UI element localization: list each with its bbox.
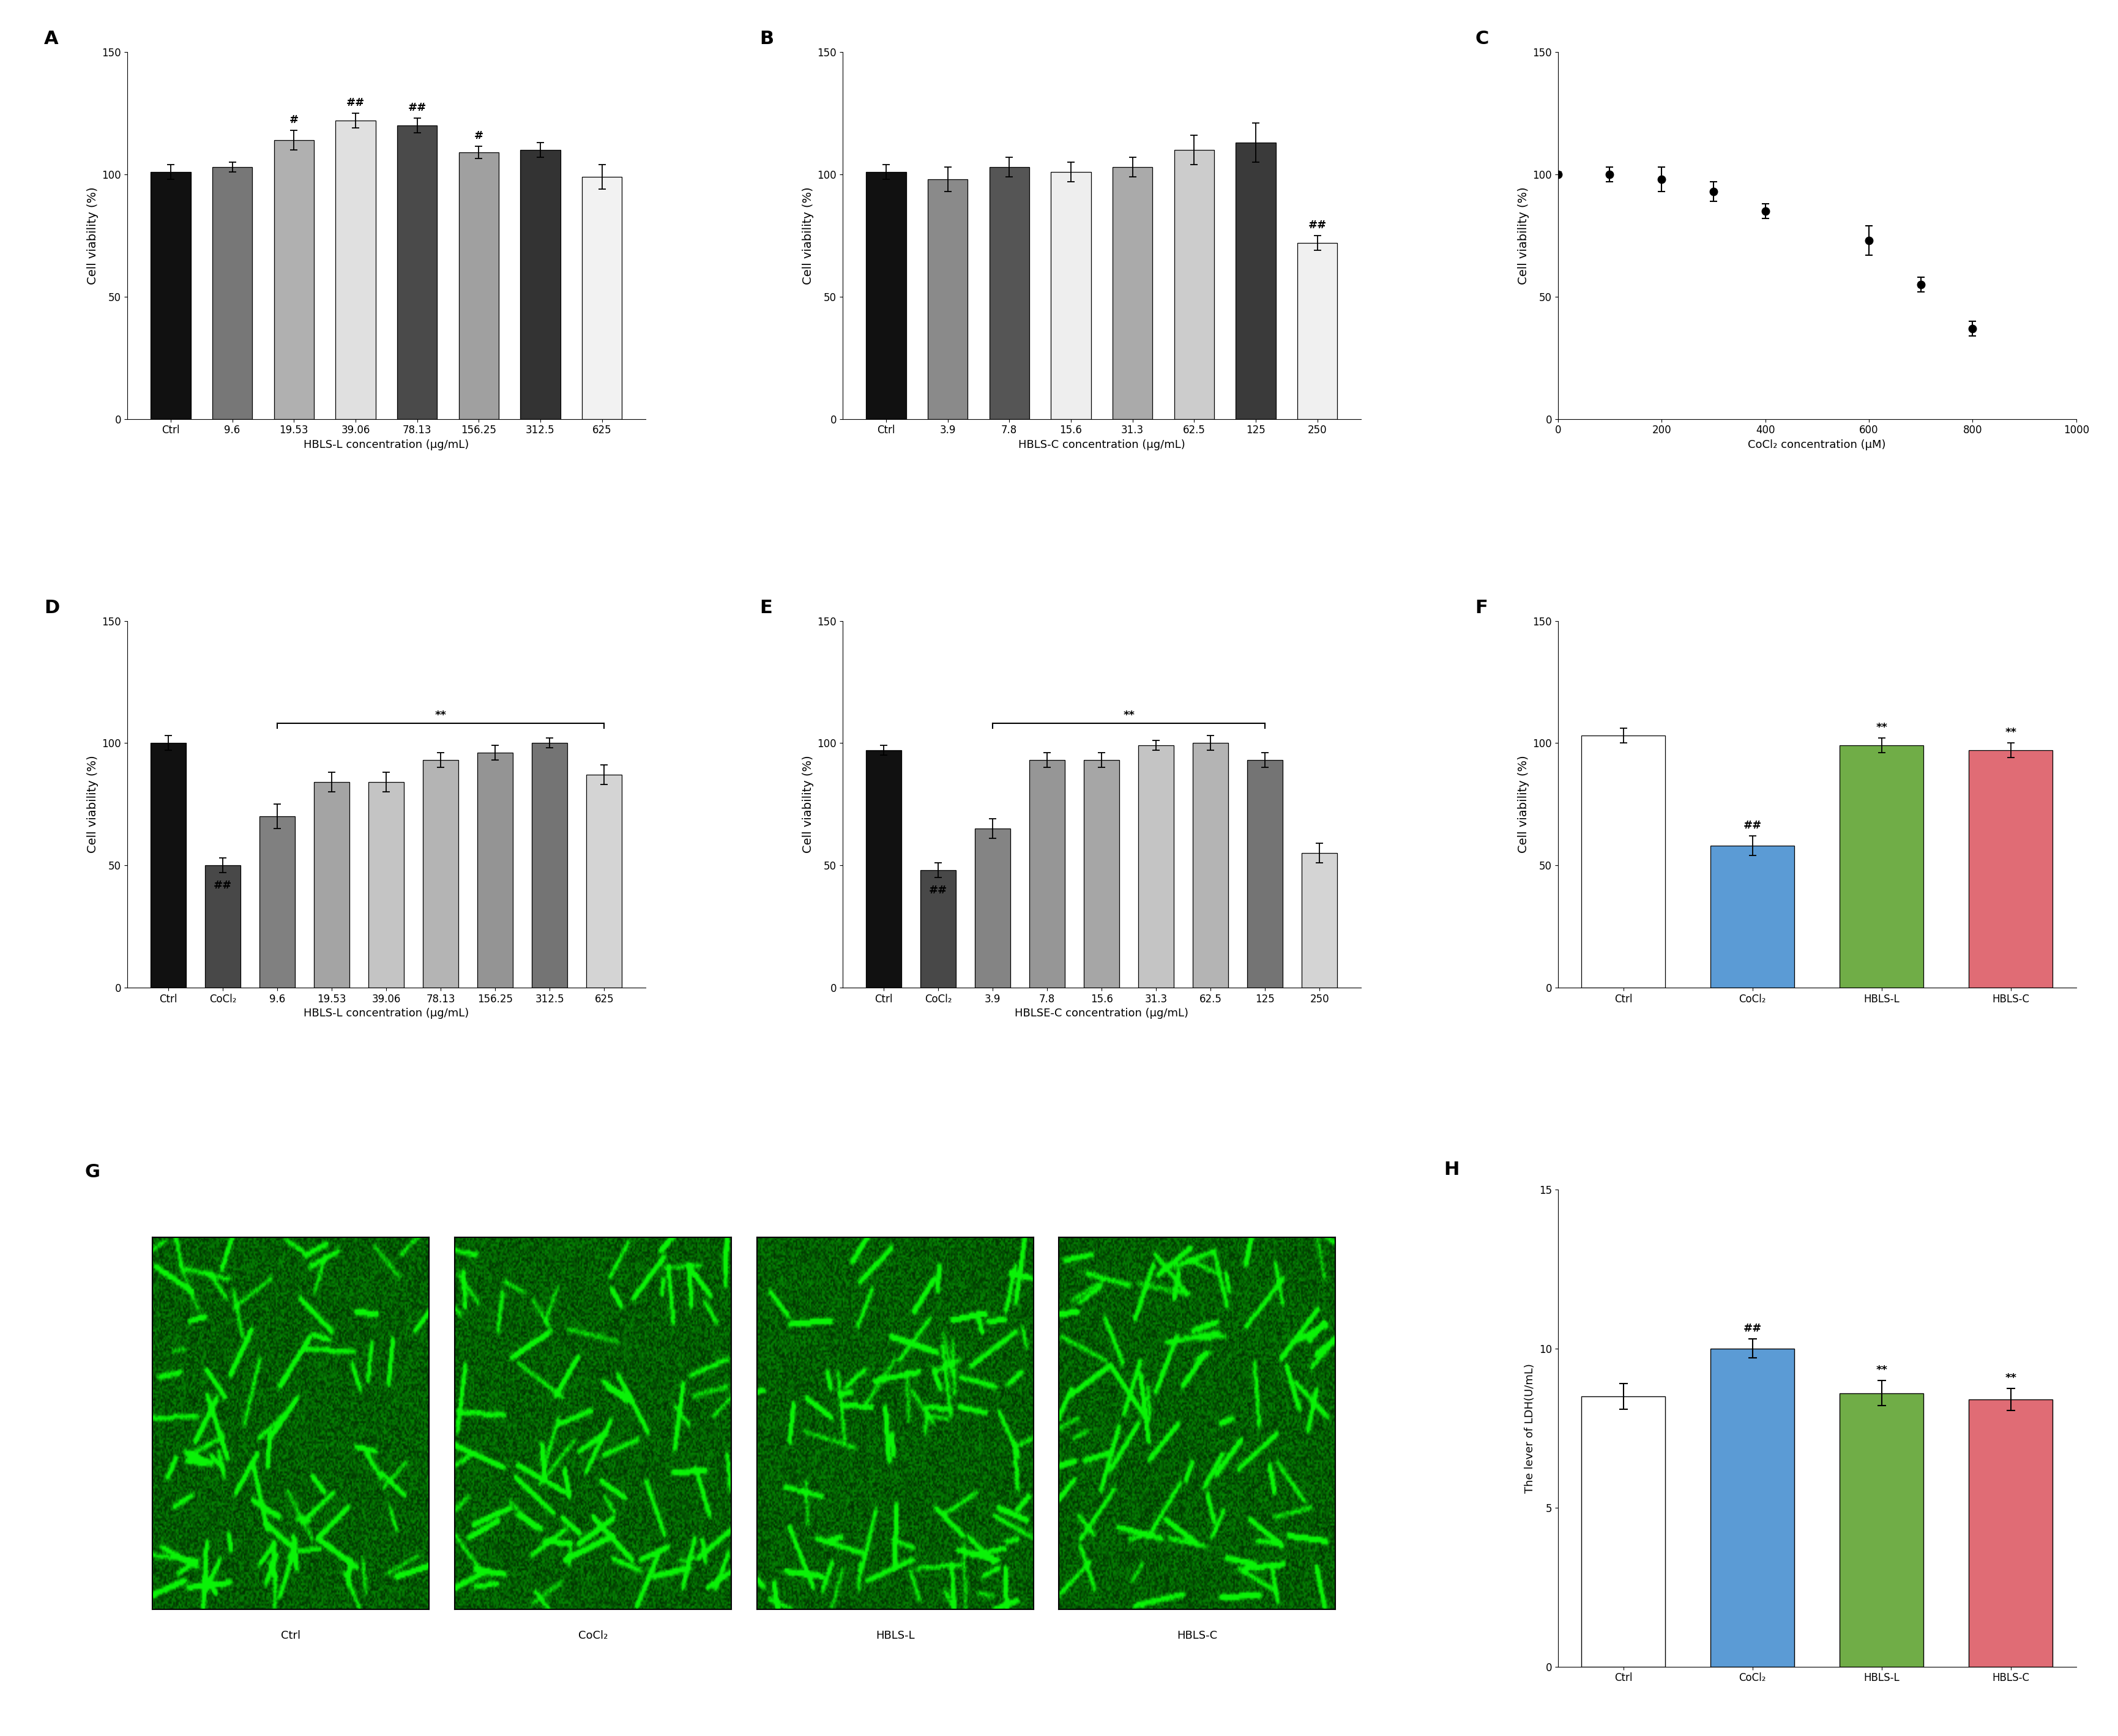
Bar: [1709, 845, 1794, 988]
Text: #: #: [474, 130, 483, 141]
Y-axis label: Cell viability (%): Cell viability (%): [803, 187, 813, 285]
Text: ##: ##: [409, 102, 426, 113]
Bar: [928, 179, 968, 418]
Bar: [1192, 743, 1228, 988]
Text: H: H: [1442, 1161, 1459, 1179]
Bar: [1580, 1396, 1665, 1667]
Bar: [1968, 750, 2052, 988]
Bar: [1968, 1399, 2052, 1667]
Text: G: G: [85, 1163, 100, 1180]
Bar: [974, 828, 1010, 988]
Y-axis label: Cell viability (%): Cell viability (%): [87, 187, 97, 285]
Bar: [1248, 760, 1284, 988]
Bar: [1580, 736, 1665, 988]
X-axis label: HBLS-L concentration (μg/mL): HBLS-L concentration (μg/mL): [303, 439, 468, 450]
Bar: [587, 774, 623, 988]
Bar: [1051, 172, 1091, 418]
Bar: [424, 760, 457, 988]
Text: **: **: [1874, 1364, 1887, 1375]
Bar: [460, 153, 498, 418]
Bar: [866, 172, 907, 418]
Text: **: **: [434, 710, 447, 720]
Bar: [273, 141, 313, 418]
Text: Ctrl: Ctrl: [282, 1630, 301, 1641]
Y-axis label: Cell viability (%): Cell viability (%): [1516, 187, 1529, 285]
Text: A: A: [44, 30, 59, 49]
Bar: [369, 783, 405, 988]
Text: ##: ##: [345, 97, 364, 108]
Bar: [532, 743, 568, 988]
Text: ##: ##: [1307, 220, 1326, 231]
Text: B: B: [760, 30, 773, 49]
Y-axis label: The lever of LDH(U/mL): The lever of LDH(U/mL): [1525, 1363, 1536, 1493]
Text: HBLS-L: HBLS-L: [875, 1630, 915, 1641]
Bar: [1709, 1349, 1794, 1667]
Bar: [1112, 167, 1152, 418]
Bar: [1303, 852, 1336, 988]
Text: ##: ##: [214, 880, 233, 891]
Bar: [1838, 1392, 1923, 1667]
Text: ##: ##: [1743, 1323, 1762, 1335]
Text: **: **: [1123, 710, 1135, 720]
Text: CoCl₂: CoCl₂: [578, 1630, 608, 1641]
Bar: [335, 120, 375, 418]
X-axis label: HBLS-C concentration (μg/mL): HBLS-C concentration (μg/mL): [1019, 439, 1184, 450]
Text: F: F: [1474, 599, 1487, 616]
Text: C: C: [1474, 30, 1489, 49]
Text: E: E: [760, 599, 773, 616]
Bar: [396, 125, 436, 418]
Bar: [313, 783, 349, 988]
Bar: [261, 816, 294, 988]
Bar: [1029, 760, 1065, 988]
Y-axis label: Cell viability (%): Cell viability (%): [803, 755, 813, 852]
X-axis label: HBLSE-C concentration (μg/mL): HBLSE-C concentration (μg/mL): [1015, 1009, 1188, 1019]
Text: ##: ##: [1743, 819, 1762, 832]
Bar: [477, 753, 513, 988]
Bar: [866, 750, 900, 988]
Y-axis label: Cell viability (%): Cell viability (%): [87, 755, 97, 852]
Bar: [1838, 745, 1923, 988]
Text: **: **: [1874, 722, 1887, 733]
Text: ##: ##: [928, 885, 947, 896]
Bar: [919, 870, 955, 988]
Bar: [150, 172, 191, 418]
Bar: [521, 149, 559, 418]
X-axis label: CoCl₂ concentration (μM): CoCl₂ concentration (μM): [1747, 439, 1885, 450]
Bar: [989, 167, 1029, 418]
Bar: [212, 167, 252, 418]
X-axis label: HBLS-L concentration (μg/mL): HBLS-L concentration (μg/mL): [303, 1009, 468, 1019]
Bar: [582, 177, 623, 418]
Bar: [1235, 142, 1275, 418]
Text: **: **: [2004, 1373, 2016, 1384]
Bar: [150, 743, 186, 988]
Text: D: D: [44, 599, 59, 616]
Bar: [1084, 760, 1118, 988]
Y-axis label: Cell viability (%): Cell viability (%): [1516, 755, 1529, 852]
Bar: [1173, 149, 1214, 418]
Text: #: #: [290, 115, 299, 125]
Text: HBLS-C: HBLS-C: [1175, 1630, 1218, 1641]
Bar: [1296, 243, 1336, 418]
Bar: [205, 866, 241, 988]
Text: **: **: [2004, 727, 2016, 738]
Bar: [1137, 745, 1173, 988]
